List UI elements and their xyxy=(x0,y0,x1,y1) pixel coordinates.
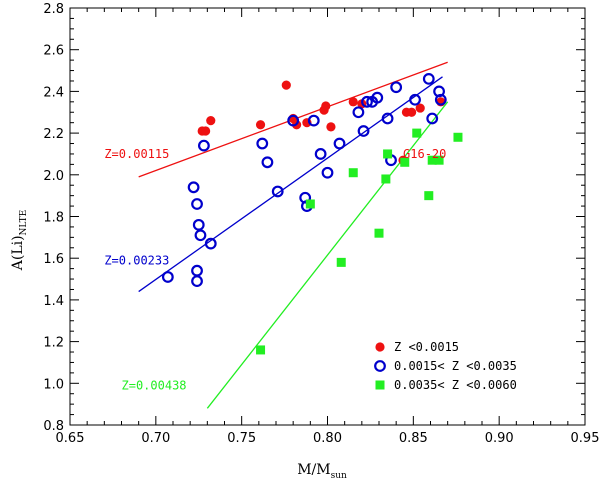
data-point xyxy=(333,137,346,150)
data-point xyxy=(321,101,331,111)
data-point xyxy=(271,185,284,198)
y-tick-label: 1.0 xyxy=(43,377,64,392)
legend-label: 0.0035< Z <0.0060 xyxy=(394,378,517,392)
y-tick-label: 1.2 xyxy=(43,336,64,351)
data-point xyxy=(412,128,422,138)
x-axis-title-main: M/M xyxy=(297,462,330,478)
data-point xyxy=(305,199,315,209)
legend-marker xyxy=(375,342,385,352)
data-point xyxy=(197,139,210,152)
data-point xyxy=(381,112,394,125)
data-point xyxy=(326,122,336,132)
data-point xyxy=(374,228,384,238)
data-point xyxy=(261,156,274,169)
data-point xyxy=(314,148,327,160)
data-point xyxy=(357,125,370,137)
y-tick-label: 0.8 xyxy=(43,419,64,434)
y-tick-label: 2.0 xyxy=(43,169,64,184)
data-point xyxy=(255,120,266,130)
y-tick-label: 2.4 xyxy=(43,85,64,100)
x-tick-label: 0.75 xyxy=(227,431,256,446)
fit-line xyxy=(206,101,449,409)
fit-line xyxy=(138,76,443,293)
data-point xyxy=(390,81,403,94)
y-axis-title: A(Li)NLTE xyxy=(10,210,29,272)
data-point xyxy=(204,237,217,250)
data-point xyxy=(383,149,393,159)
data-point xyxy=(191,275,203,288)
data-point xyxy=(407,107,417,117)
annotation-label: Z=0.00115 xyxy=(104,147,169,161)
x-tick-label: 0.95 xyxy=(571,431,600,446)
data-point xyxy=(434,93,447,106)
data-point xyxy=(371,91,384,104)
annotation-label: Z=0.00233 xyxy=(104,253,169,267)
data-point xyxy=(381,174,391,184)
data-point xyxy=(256,345,266,355)
x-axis-title-sub: sun xyxy=(331,471,347,481)
data-point xyxy=(287,114,300,127)
data-point xyxy=(400,157,410,167)
data-point xyxy=(453,132,463,142)
data-point xyxy=(352,106,365,119)
legend-label: Z <0.0015 xyxy=(394,340,459,354)
legend-label: 0.0015< Z <0.0035 xyxy=(394,359,517,373)
data-point xyxy=(187,181,200,194)
legend: Z <0.0015 0.0015< Z <0.0035 0.0035< Z <0.0… xyxy=(374,340,517,392)
y-axis-title-sub: NLTE xyxy=(19,210,29,236)
y-tick-label: 1.4 xyxy=(43,294,64,309)
y-axis-title-main: A(Li) xyxy=(10,235,26,271)
data-points xyxy=(161,72,463,355)
y-tick-label: 2.2 xyxy=(43,127,64,142)
data-point xyxy=(194,229,207,242)
data-point xyxy=(424,191,434,201)
legend-marker xyxy=(375,380,385,390)
data-point xyxy=(415,103,425,113)
data-point xyxy=(206,115,216,126)
data-point xyxy=(281,80,291,90)
x-axis-title: M/Msun xyxy=(297,462,347,481)
data-point xyxy=(256,137,269,150)
data-point xyxy=(191,264,203,277)
annotation-label: Z=0.00438 xyxy=(122,378,187,392)
x-tick-label: 0.85 xyxy=(399,431,428,446)
data-point xyxy=(321,166,334,179)
data-point xyxy=(426,112,439,125)
legend-marker xyxy=(374,360,386,372)
y-tick-label: 1.6 xyxy=(43,252,64,267)
x-tick-label: 0.90 xyxy=(485,431,514,446)
data-point xyxy=(201,126,211,136)
x-tick-label: 0.70 xyxy=(141,431,170,446)
data-point xyxy=(307,114,320,127)
data-point xyxy=(348,168,358,178)
data-point xyxy=(434,155,444,165)
y-tick-label: 2.6 xyxy=(43,44,64,59)
y-tick-label: 1.8 xyxy=(43,211,64,226)
annotations: Z=0.00115 Z=0.00233 Z=0.00438 G16-20 xyxy=(104,147,446,392)
data-point xyxy=(336,257,346,267)
x-tick-label: 0.65 xyxy=(56,431,85,446)
axes: 0.65 0.70 0.75 0.80 0.85 0.90 0.95 0.8 1.0 1.2 1.4… xyxy=(43,2,599,446)
y-tick-label: 2.8 xyxy=(43,2,64,17)
data-point xyxy=(409,93,421,106)
data-point xyxy=(191,198,203,210)
data-point xyxy=(427,155,437,165)
data-point xyxy=(361,95,373,108)
data-point xyxy=(348,97,358,107)
annotation-label: G16-20 xyxy=(403,147,446,161)
data-point xyxy=(192,218,205,231)
data-point xyxy=(422,72,435,85)
data-point xyxy=(161,271,174,283)
x-tick-label: 0.80 xyxy=(313,431,342,446)
